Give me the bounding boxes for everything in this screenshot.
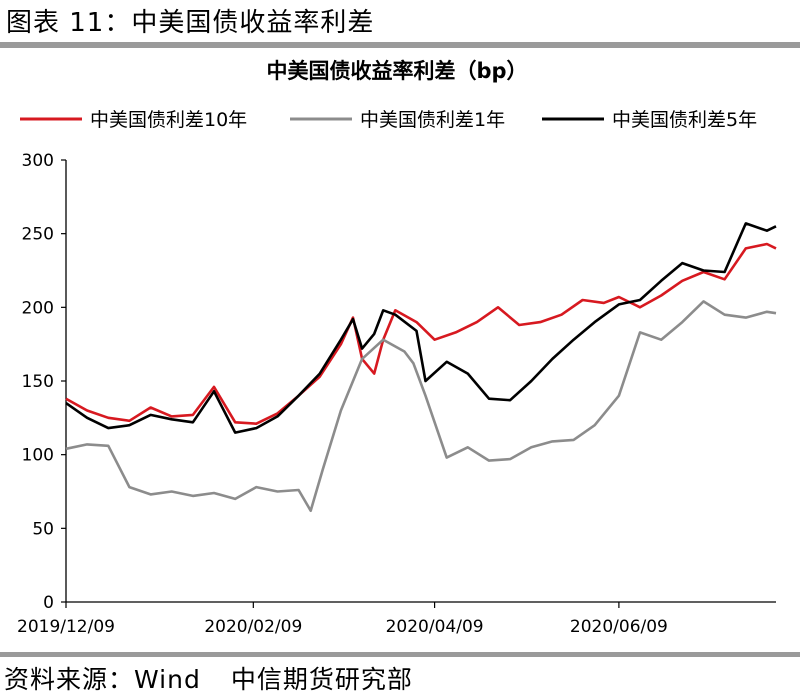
y-tick-label: 250 xyxy=(22,225,54,245)
x-tick-label: 2020/04/09 xyxy=(386,617,484,637)
figure-caption: 图表 11：中美国债收益率利差 xyxy=(6,8,375,38)
x-tick-label: 2020/06/09 xyxy=(570,617,668,637)
legend-label-1: 中美国债利差10年 xyxy=(90,109,247,131)
series-layer xyxy=(65,222,777,513)
axes: 0 50 100 150 200 250 300 2019/12/09 2020/02/09 20… xyxy=(17,151,776,637)
y-tick-label: 200 xyxy=(22,298,54,318)
y-tick-label: 50 xyxy=(32,519,54,539)
legend-label-2: 中美国债利差1年 xyxy=(360,109,505,131)
source-org: 中信期货研究部 xyxy=(230,665,413,694)
y-tick-label: 100 xyxy=(22,446,54,466)
line-chart: 中美国债收益率利差（bp） 中美国债利差10年 中美国债利差1年 中美国债利差5年 … xyxy=(17,59,777,637)
y-tick-label: 150 xyxy=(22,372,54,392)
y-tick-label: 300 xyxy=(22,151,54,171)
bottom-rule xyxy=(0,652,800,657)
top-rule xyxy=(0,42,800,48)
x-tick-label: 2019/12/09 xyxy=(17,617,115,637)
x-tick-label: 2020/02/09 xyxy=(204,617,302,637)
series-line-2 xyxy=(65,300,777,513)
series-line-3 xyxy=(65,222,777,434)
y-tick-label: 0 xyxy=(43,593,54,613)
chart-title: 中美国债收益率利差（bp） xyxy=(266,59,527,83)
source-label: 资料来源：Wind xyxy=(4,665,201,694)
legend: 中美国债利差10年 中美国债利差1年 中美国债利差5年 xyxy=(20,109,757,131)
legend-label-3: 中美国债利差5年 xyxy=(612,109,757,131)
source-line: 资料来源：Wind 中信期货研究部 xyxy=(4,660,413,696)
series-line-1 xyxy=(65,242,777,426)
